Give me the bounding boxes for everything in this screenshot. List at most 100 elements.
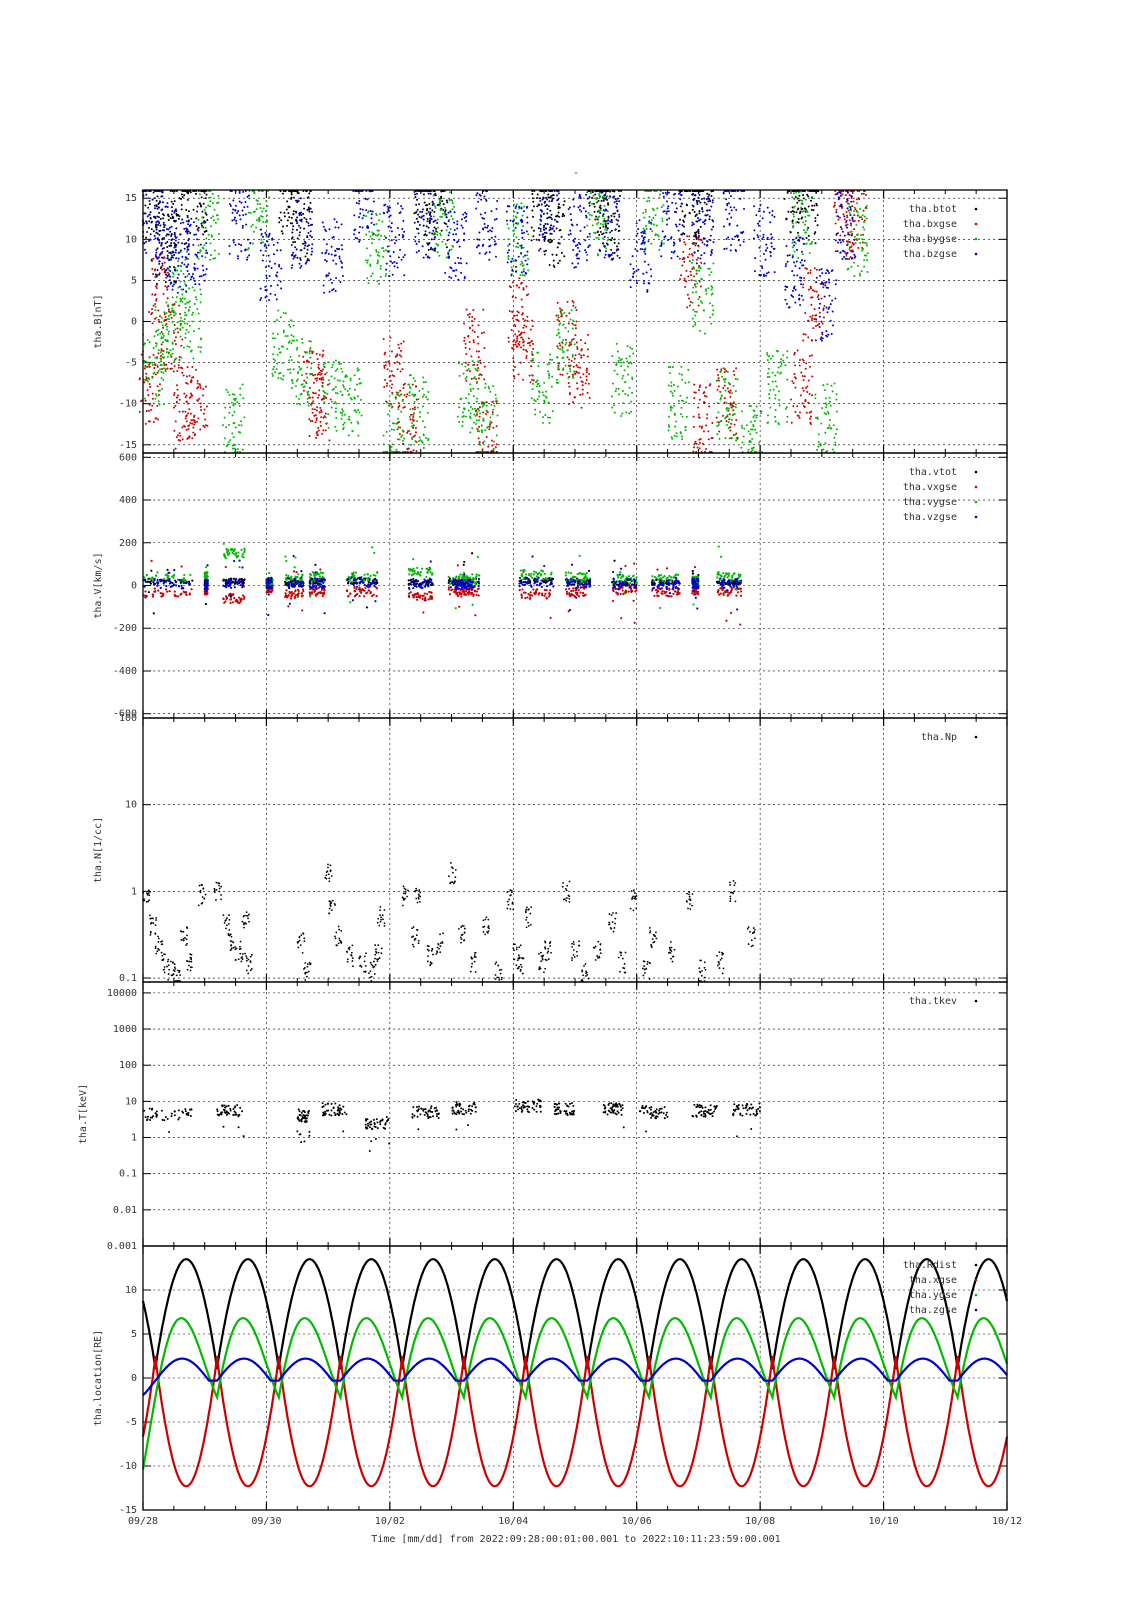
data-point: [324, 412, 327, 415]
data-point: [771, 355, 774, 358]
data-point: [695, 442, 698, 445]
data-point: [822, 384, 825, 387]
data-point: [483, 401, 486, 404]
data-point: [290, 197, 293, 200]
data-point: [298, 212, 301, 215]
data-point: [234, 402, 237, 405]
data-point: [174, 336, 177, 339]
data-point: [711, 286, 714, 289]
data-point: [477, 437, 480, 440]
data-point: [403, 437, 406, 440]
data-point: [145, 375, 148, 378]
data-point: [483, 378, 486, 381]
data-point: [862, 233, 865, 236]
data-point: [471, 407, 474, 410]
data-point: [300, 218, 303, 221]
data-point: [179, 297, 182, 300]
data-point: [654, 214, 657, 217]
data-point: [458, 361, 461, 364]
data-point: [677, 229, 680, 232]
data-point: [574, 306, 577, 309]
data-point: [522, 268, 525, 271]
data-point: [810, 287, 813, 290]
data-point: [145, 236, 148, 239]
data-point: [767, 421, 770, 424]
data-point: [698, 210, 701, 213]
data-point: [205, 213, 208, 216]
data-point: [690, 279, 693, 282]
data-point: [693, 442, 696, 445]
data-point: [506, 223, 509, 226]
data-point: [588, 372, 591, 375]
data-point: [792, 382, 795, 385]
data-point: [303, 385, 306, 388]
data-point: [330, 245, 333, 248]
data-point: [316, 396, 319, 399]
data-point: [456, 220, 459, 223]
data-point: [478, 231, 481, 234]
data-point: [151, 363, 154, 366]
data-point: [264, 296, 267, 299]
data-point: [183, 311, 186, 314]
data-point: [838, 216, 841, 219]
data-point: [629, 279, 632, 282]
data-point: [782, 354, 785, 357]
data-point: [434, 206, 437, 209]
data-point: [388, 362, 391, 365]
data-point: [438, 201, 441, 204]
data-point: [726, 387, 729, 390]
data-point: [643, 260, 646, 263]
data-point: [534, 408, 537, 411]
data-point: [786, 356, 789, 359]
data-point: [147, 226, 150, 229]
data-point: [464, 415, 467, 418]
data-point: [417, 232, 420, 235]
data-point: [670, 384, 673, 387]
data-point: [285, 312, 288, 315]
data-point: [417, 398, 420, 401]
data-point: [486, 226, 489, 229]
data-point: [456, 223, 459, 226]
data-point: [804, 267, 807, 270]
data-point: [692, 325, 695, 328]
data-point: [861, 241, 864, 244]
data-point: [694, 321, 697, 324]
data-point: [532, 382, 535, 385]
data-point: [143, 359, 146, 362]
data-point: [492, 408, 495, 411]
data-point: [473, 317, 476, 320]
data-point: [340, 367, 343, 370]
data-point: [699, 300, 702, 303]
data-point: [514, 341, 517, 344]
data-point: [563, 200, 566, 203]
data-point: [324, 259, 327, 262]
data-point: [479, 412, 482, 415]
y-tick-label: 15: [125, 193, 137, 204]
data-point: [753, 414, 756, 417]
data-point: [483, 440, 486, 443]
data-point: [156, 364, 159, 367]
data-point: [550, 218, 553, 221]
data-point: [546, 217, 549, 220]
data-point: [398, 394, 401, 397]
data-point: [144, 399, 147, 402]
data-point: [649, 221, 652, 224]
data-point: [520, 229, 523, 232]
data-point: [396, 438, 399, 441]
data-point: [567, 382, 570, 385]
data-point: [510, 260, 513, 263]
data-point: [514, 333, 517, 336]
data-point: [307, 360, 310, 363]
data-point: [786, 191, 789, 194]
data-point: [359, 398, 362, 401]
data-point: [522, 326, 525, 329]
data-point: [695, 258, 698, 261]
data-point: [409, 432, 412, 435]
data-point: [747, 430, 750, 433]
data-point: [342, 385, 345, 388]
data-point: [478, 252, 481, 255]
data-point: [327, 426, 330, 429]
data-point: [568, 385, 571, 388]
data-point: [538, 233, 541, 236]
data-point: [586, 348, 589, 351]
